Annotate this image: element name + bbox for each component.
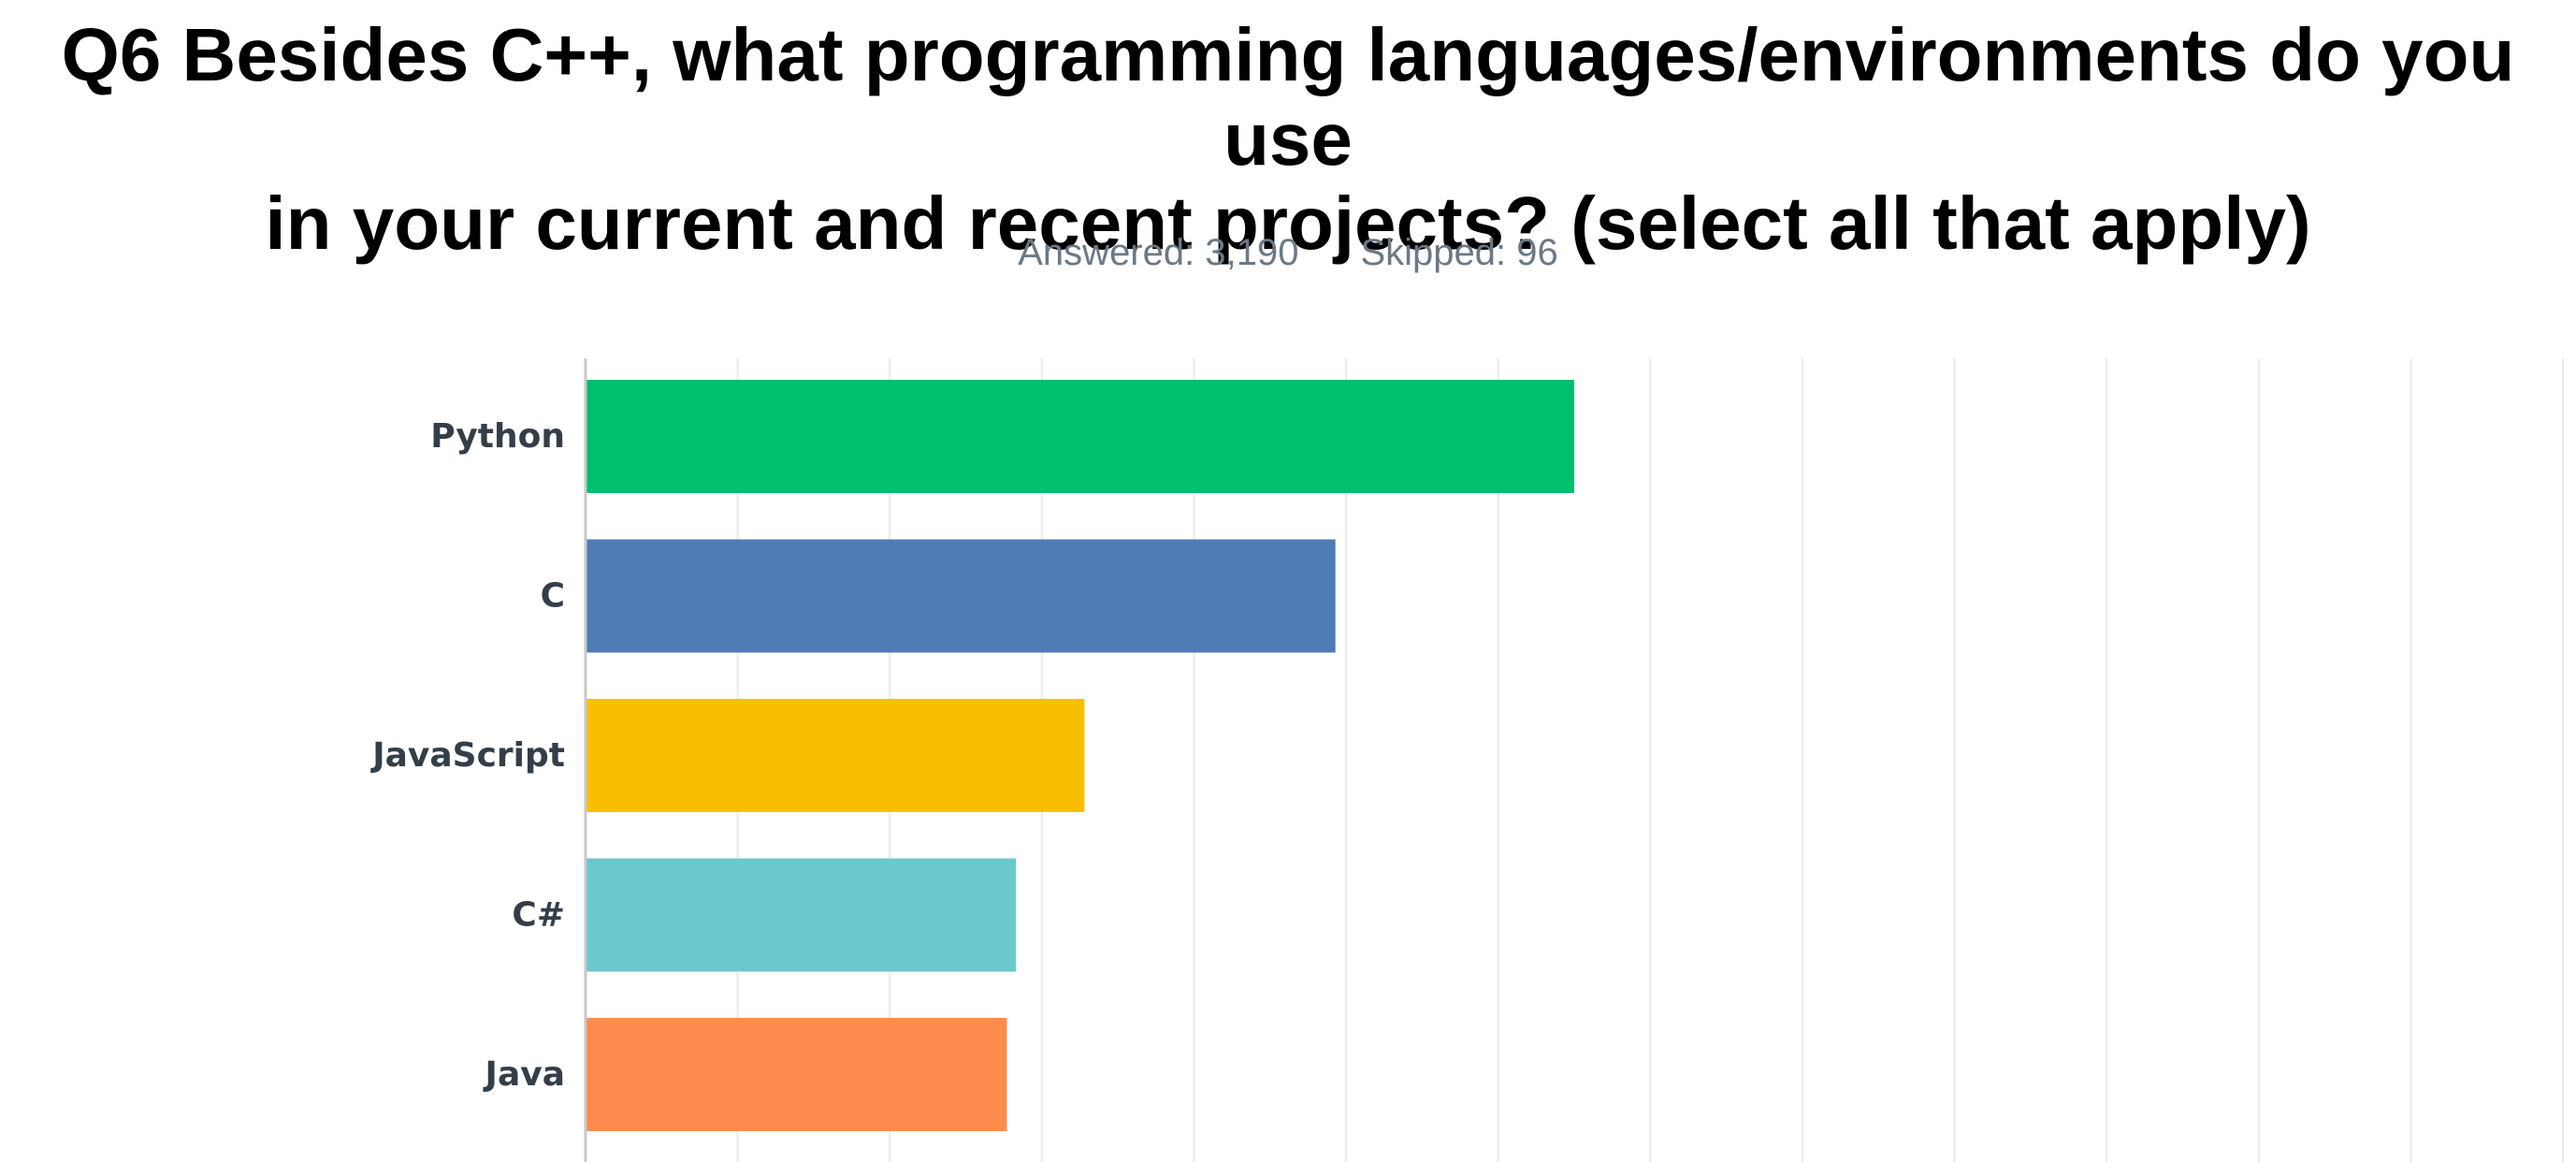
category-label: C [541,577,565,616]
category-labels: Python C JavaScript C# Java [369,417,565,1094]
response-stats: Answered: 3,190 Skipped: 96 [0,232,2576,274]
bar-python [586,380,1574,493]
bar-csharp [586,858,1017,972]
bar-java [586,1018,1007,1131]
chart-title: Q6 Besides C++, what programming languag… [0,13,2576,266]
category-label: C# [512,896,565,935]
bar-javascript [586,699,1085,812]
bar-c [586,539,1336,653]
category-label: Java [483,1055,565,1094]
bars [586,380,1574,1131]
answered-count: Answered: 3,190 [1018,232,1299,273]
skipped-count: Skipped: 96 [1360,232,1558,273]
category-label: JavaScript [369,736,565,775]
chart-title-line-1: Q6 Besides C++, what programming languag… [61,13,2515,181]
category-label: Python [430,417,565,456]
chart-title-line-2: in your current and recent projects? (se… [265,182,2311,265]
